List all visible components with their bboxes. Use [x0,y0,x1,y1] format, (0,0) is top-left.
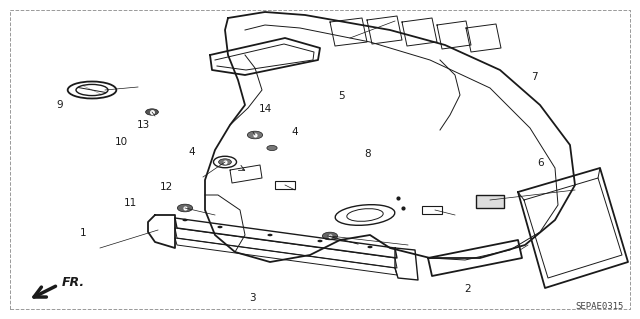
Text: 12: 12 [160,182,173,192]
Circle shape [323,232,338,240]
Text: 5: 5 [338,91,344,101]
Text: 7: 7 [531,71,538,82]
Circle shape [177,204,193,212]
Circle shape [219,159,232,165]
Circle shape [218,226,223,228]
Text: 10: 10 [115,137,128,147]
Circle shape [247,131,262,139]
Text: 4: 4 [189,146,195,157]
Text: 6: 6 [538,158,544,168]
Text: FR.: FR. [62,277,85,290]
FancyBboxPatch shape [476,195,504,208]
Text: 13: 13 [136,120,150,130]
Text: 14: 14 [259,104,273,114]
Circle shape [182,219,188,221]
Text: 8: 8 [365,149,371,159]
Circle shape [146,109,159,115]
Text: 11: 11 [124,197,137,208]
Circle shape [367,246,372,248]
Circle shape [267,145,277,151]
Text: 1: 1 [80,228,86,238]
Circle shape [317,240,323,242]
Text: 9: 9 [56,100,63,110]
Text: 2: 2 [464,284,470,294]
Text: 3: 3 [250,293,256,303]
Text: SEPAE0315: SEPAE0315 [575,302,624,311]
Circle shape [268,234,273,236]
Text: 4: 4 [291,127,298,137]
